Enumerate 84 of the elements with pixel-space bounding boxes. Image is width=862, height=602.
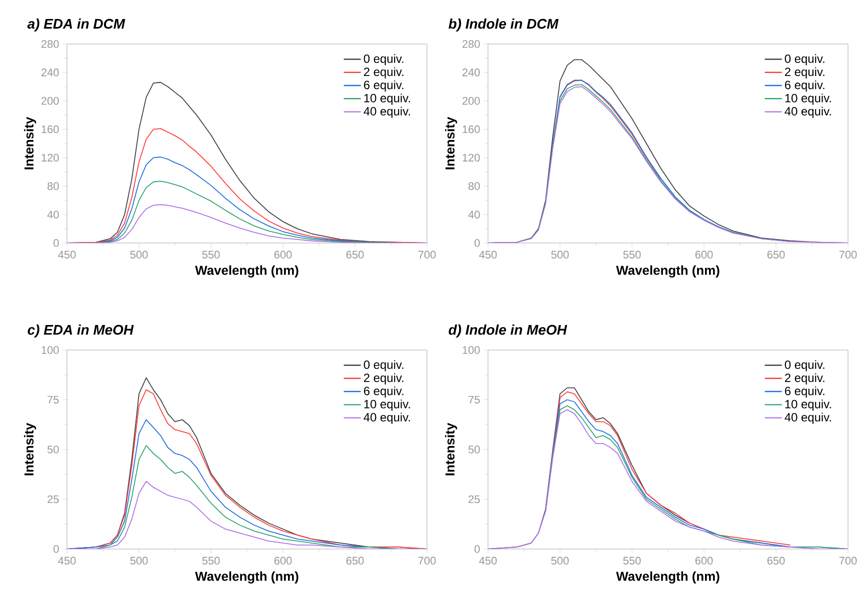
legend-label: 6 equiv.	[785, 386, 824, 398]
x-tick-label: 500	[130, 556, 148, 565]
line-series	[488, 409, 848, 550]
x-tick-label: 550	[623, 556, 641, 565]
legend-label: 2 equiv.	[784, 67, 824, 78]
chart-title: a) EDA in DCM	[27, 18, 126, 32]
y-tick-label: 40	[468, 210, 480, 218]
y-tick-label: 200	[41, 96, 59, 105]
legend-label: 0 equiv.	[784, 360, 824, 372]
x-axis-title: Wavelength (nm)	[616, 265, 720, 278]
legend-label: 0 equiv.	[364, 360, 404, 372]
y-tick-label: 280	[41, 40, 59, 48]
y-tick-label: 120	[462, 154, 480, 162]
x-tick-label: 700	[418, 556, 436, 565]
y-tick-label: 50	[47, 446, 59, 454]
y-tick-label: 160	[42, 125, 59, 134]
y-tick-label: 200	[462, 96, 480, 105]
legend-label: 6 equiv.	[364, 386, 404, 398]
y-tick-label: 160	[462, 125, 480, 134]
y-tick-label: 120	[42, 154, 59, 162]
x-tick-label: 550	[202, 250, 220, 259]
legend-label: 10 equiv.	[364, 94, 410, 105]
y-tick-label: 80	[468, 182, 480, 190]
y-tick-label: 0	[54, 239, 59, 247]
y-tick-label: 40	[47, 210, 59, 218]
y-tick-label: 50	[468, 446, 480, 454]
legend-label: 6 equiv.	[364, 80, 404, 92]
y-axis-title: Intensity	[24, 422, 36, 476]
y-tick-label: 25	[48, 495, 59, 504]
x-tick-label: 450	[479, 556, 497, 565]
x-tick-label: 600	[274, 556, 292, 565]
y-axis-title: Intensity	[24, 116, 36, 170]
x-tick-label: 700	[839, 556, 857, 565]
y-tick-label: 80	[48, 182, 59, 190]
x-tick-label: 650	[346, 556, 364, 565]
legend-label: 10 equiv.	[785, 400, 831, 411]
legend-label: 2 equiv.	[784, 373, 824, 384]
y-tick-label: 100	[462, 346, 480, 354]
chart-title: d) Indole in MeOH	[448, 324, 568, 338]
y-tick-label: 240	[41, 68, 59, 76]
x-tick-label: 650	[346, 250, 364, 259]
y-tick-label: 75	[48, 396, 59, 404]
x-tick-label: 600	[274, 250, 292, 259]
y-tick-label: 280	[462, 40, 480, 48]
y-tick-label: 100	[42, 346, 59, 354]
x-tick-label: 550	[623, 250, 641, 259]
y-tick-label: 0	[474, 239, 480, 247]
legend-label: 2 equiv.	[364, 373, 404, 384]
x-tick-label: 650	[767, 250, 785, 259]
chart-title: b) Indole in DCM	[448, 18, 559, 32]
legend-label: 40 equiv.	[784, 106, 831, 118]
x-tick-label: 600	[695, 250, 713, 259]
x-tick-label: 650	[767, 556, 785, 565]
legend-label: 6 equiv.	[785, 80, 824, 92]
x-axis-title: Wavelength (nm)	[195, 265, 298, 278]
y-tick-label: 0	[54, 545, 59, 553]
legend-label: 0 equiv.	[784, 54, 824, 66]
chart-title: c) EDA in MeOH	[28, 324, 134, 338]
legend-label: 0 equiv.	[364, 54, 404, 66]
x-tick-label: 550	[202, 556, 220, 565]
y-tick-label: 25	[468, 495, 480, 504]
x-axis-title: Wavelength (nm)	[195, 571, 298, 584]
x-tick-label: 450	[58, 556, 76, 565]
y-tick-label: 75	[468, 396, 480, 404]
legend-label: 10 equiv.	[364, 400, 410, 411]
line-series	[560, 80, 662, 180]
y-tick-label: 240	[462, 68, 480, 76]
x-tick-label: 700	[418, 250, 436, 259]
x-tick-label: 450	[58, 250, 76, 259]
x-tick-label: 600	[695, 556, 713, 565]
y-tick-label: 0	[474, 545, 480, 553]
legend-label: 2 equiv.	[364, 67, 404, 78]
legend-label: 40 equiv.	[364, 106, 410, 118]
x-tick-label: 500	[551, 250, 569, 259]
legend-label: 10 equiv.	[785, 94, 831, 105]
x-axis-title: Wavelength (nm)	[616, 571, 720, 584]
y-axis-title: Intensity	[445, 422, 458, 476]
x-tick-label: 500	[551, 556, 569, 565]
x-tick-label: 700	[839, 250, 857, 259]
x-tick-label: 500	[130, 250, 148, 259]
legend-label: 40 equiv.	[364, 412, 410, 424]
legend-label: 40 equiv.	[784, 412, 831, 424]
x-tick-label: 450	[479, 250, 497, 259]
y-axis-title: Intensity	[445, 116, 458, 170]
